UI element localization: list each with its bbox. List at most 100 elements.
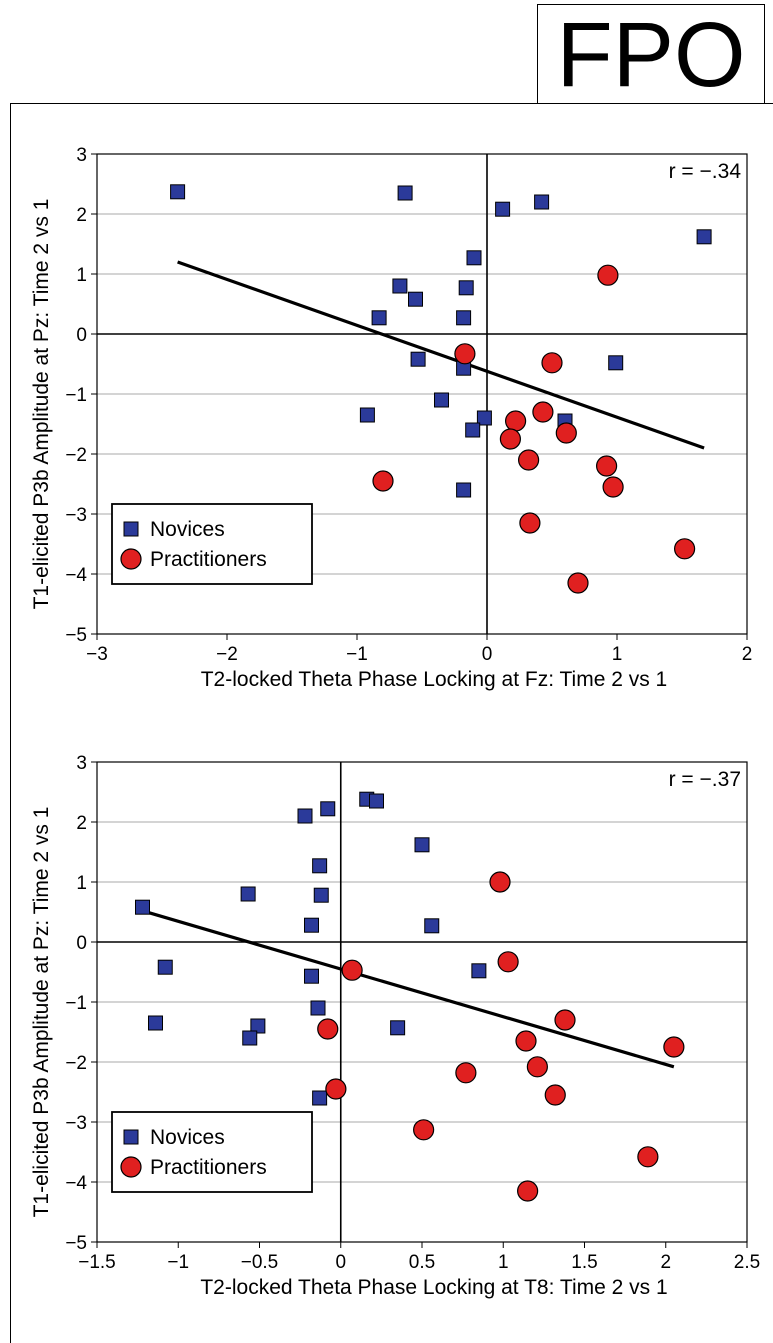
y-tick-label: 2 bbox=[76, 205, 87, 226]
novice-point bbox=[696, 229, 712, 245]
x-tick-label: 0.5 bbox=[409, 1252, 435, 1273]
practitioner-point bbox=[541, 352, 563, 374]
legend-novices-marker bbox=[123, 1129, 139, 1145]
novice-point bbox=[466, 250, 482, 266]
y-tick-label: 1 bbox=[76, 265, 87, 286]
y-tick-label: −4 bbox=[65, 1173, 87, 1194]
practitioner-point bbox=[515, 1030, 537, 1052]
legend-label: Practitioners bbox=[150, 1156, 267, 1179]
x-tick-label: 2.5 bbox=[734, 1252, 760, 1273]
y-tick-label: 0 bbox=[76, 325, 87, 346]
practitioner-point bbox=[489, 871, 511, 893]
novice-point bbox=[390, 1020, 406, 1036]
novice-point bbox=[240, 886, 256, 902]
y-tick-label: 3 bbox=[76, 145, 87, 166]
practitioner-point bbox=[325, 1078, 347, 1100]
novice-point bbox=[434, 392, 449, 408]
novice-point bbox=[359, 407, 375, 423]
x-tick-label: 2 bbox=[660, 1252, 671, 1273]
y-tick-label: 0 bbox=[76, 933, 87, 954]
y-tick-label: −3 bbox=[65, 1113, 87, 1134]
novice-point bbox=[369, 793, 384, 809]
novice-point bbox=[408, 291, 423, 307]
novice-point bbox=[135, 899, 150, 915]
novice-point bbox=[534, 194, 550, 210]
practitioner-point bbox=[637, 1146, 659, 1168]
x-tick-label: 1 bbox=[612, 644, 623, 665]
regression-line bbox=[142, 909, 675, 1069]
x-tick-label: −2 bbox=[216, 644, 238, 665]
practitioner-point bbox=[504, 410, 527, 432]
practitioner-point bbox=[455, 1062, 477, 1084]
novice-point bbox=[465, 422, 481, 438]
practitioner-point bbox=[597, 264, 619, 286]
y-tick-label: −2 bbox=[65, 445, 87, 466]
novice-point bbox=[312, 858, 328, 874]
practitioner-point bbox=[532, 401, 554, 423]
novice-point bbox=[250, 1018, 266, 1034]
novice-point bbox=[476, 410, 492, 426]
regression-line bbox=[177, 260, 705, 450]
y-tick-label: 2 bbox=[76, 813, 87, 834]
novice-point bbox=[392, 278, 408, 294]
legend-label: Novices bbox=[150, 518, 225, 541]
legend-practitioners-marker bbox=[120, 548, 142, 570]
x-tick-label: −0.5 bbox=[241, 1252, 279, 1273]
novice-point bbox=[297, 808, 313, 824]
x-axis-title: T2-locked Theta Phase Locking at T8: Tim… bbox=[200, 1276, 667, 1299]
practitioner-point bbox=[567, 572, 589, 594]
novice-point bbox=[456, 482, 472, 498]
y-tick-label: −5 bbox=[65, 1233, 87, 1254]
novice-point bbox=[458, 280, 474, 296]
x-tick-label: −1 bbox=[167, 1252, 189, 1273]
x-tick-label: 0 bbox=[335, 1252, 346, 1273]
x-tick-label: −1.5 bbox=[78, 1252, 116, 1273]
fpo-stamp: FPO bbox=[537, 4, 765, 104]
y-tick-label: −1 bbox=[65, 993, 87, 1014]
y-tick-label: −3 bbox=[65, 505, 87, 526]
y-tick-label: −1 bbox=[65, 385, 87, 406]
novice-point bbox=[310, 1000, 326, 1016]
x-tick-label: 1 bbox=[498, 1252, 509, 1273]
chart-fz: −5 −4 −3 −2 −1 0 1 2 3 −3 −2 −1 0 1 2 T2-locked Theta P… bbox=[30, 145, 753, 691]
x-tick-label: 1.5 bbox=[571, 1252, 597, 1273]
practitioner-point bbox=[413, 1119, 435, 1141]
practitioner-point bbox=[519, 512, 541, 534]
novice-point bbox=[608, 355, 624, 371]
practitioner-point bbox=[673, 538, 696, 560]
x-tick-label: 2 bbox=[742, 644, 753, 665]
legend-box bbox=[111, 503, 313, 585]
novice-point bbox=[170, 184, 186, 200]
practitioner-point bbox=[517, 449, 540, 471]
legend-novices-marker bbox=[123, 521, 139, 537]
practitioner-point bbox=[317, 1018, 339, 1040]
novice-point bbox=[242, 1030, 258, 1046]
practitioner-point bbox=[372, 470, 394, 492]
practitioner-point bbox=[499, 428, 521, 450]
novice-point bbox=[313, 887, 329, 903]
y-tick-label: 3 bbox=[76, 753, 87, 774]
correlation-annotation: r = −.34 bbox=[669, 160, 742, 183]
correlation-annotation: r = −.37 bbox=[669, 768, 741, 791]
y-tick-label: 1 bbox=[76, 873, 87, 894]
novice-point bbox=[456, 310, 472, 326]
novice-point bbox=[304, 917, 319, 933]
y-axis-title: T1-elicited P3b Amplitude at Pz: Time 2 … bbox=[30, 199, 53, 610]
practitioner-point bbox=[555, 422, 577, 444]
practitioner-point bbox=[554, 1009, 576, 1031]
chart-t8: −5 −4 −3 −2 −1 0 1 2 3 −1.5 −1 −0.5 0 0.5 1 1.5 2 2.5 T2-l… bbox=[30, 753, 760, 1299]
x-tick-label: −1 bbox=[346, 644, 368, 665]
novice-point bbox=[312, 1090, 328, 1106]
legend-practitioners-marker bbox=[120, 1156, 142, 1178]
practitioner-point bbox=[341, 959, 363, 981]
novice-point bbox=[371, 310, 387, 326]
novice-point bbox=[471, 963, 487, 979]
x-tick-label: −3 bbox=[86, 644, 108, 665]
legend: Novices Practitioners bbox=[111, 1111, 313, 1193]
figure-frame bbox=[10, 103, 773, 1343]
legend-box bbox=[111, 1111, 313, 1193]
novice-point bbox=[148, 1015, 163, 1031]
y-tick-label: −2 bbox=[65, 1053, 87, 1074]
novice-point bbox=[410, 351, 426, 367]
practitioner-point bbox=[454, 343, 476, 365]
